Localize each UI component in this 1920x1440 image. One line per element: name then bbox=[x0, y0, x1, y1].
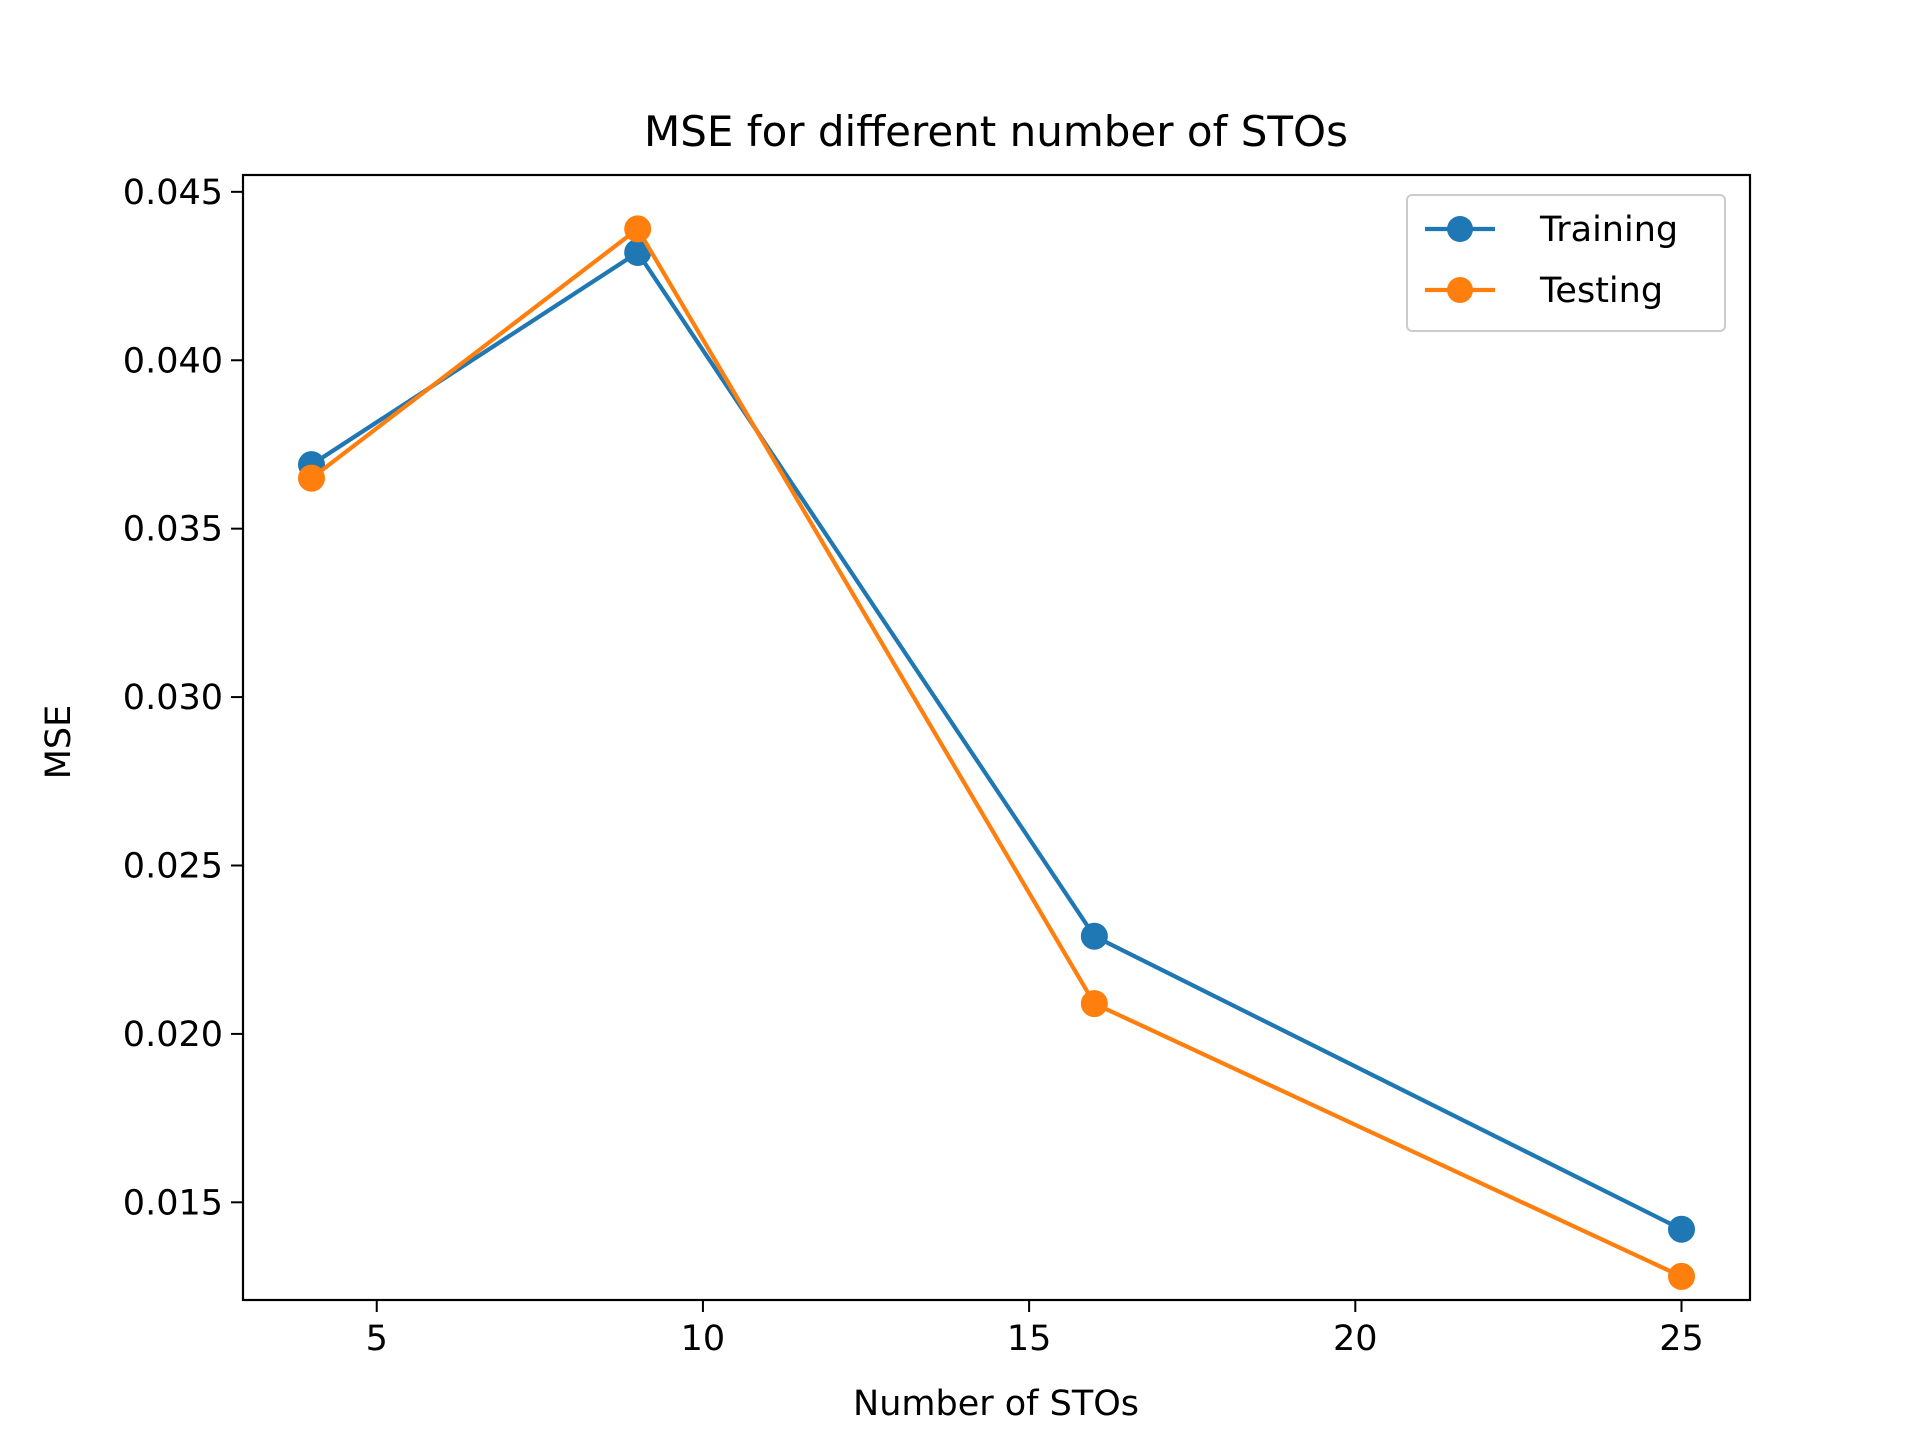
plot-area: 5 10 15 20 25 0.015 0.020 0.025 0.030 0.035 0.040 0… bbox=[123, 173, 1752, 1359]
chart-title: MSE for different number of STOs bbox=[644, 107, 1348, 156]
data-point-testing bbox=[624, 215, 652, 243]
y-tick-label: 0.025 bbox=[123, 846, 223, 886]
y-tick-label: 0.020 bbox=[123, 1015, 223, 1055]
axes-frame bbox=[241, 173, 1752, 1302]
legend-label: Testing bbox=[1539, 271, 1663, 311]
data-point-testing bbox=[1080, 990, 1108, 1018]
y-tick-label: 0.035 bbox=[123, 510, 223, 550]
y-tick-label: 0.045 bbox=[123, 173, 223, 213]
y-axis-title: MSE bbox=[39, 705, 79, 780]
x-tick-label: 10 bbox=[681, 1319, 726, 1359]
legend-item-testing: Testing bbox=[1425, 271, 1663, 311]
series-testing bbox=[298, 215, 1695, 1290]
x-tick-label: 25 bbox=[1659, 1319, 1704, 1359]
y-tick-label: 0.030 bbox=[123, 678, 223, 718]
data-point-training bbox=[1668, 1215, 1695, 1243]
data-point-training bbox=[1080, 922, 1108, 950]
y-tick-label: 0.015 bbox=[123, 1183, 223, 1223]
data-point-testing bbox=[298, 464, 325, 492]
legend: Training Testing bbox=[1406, 194, 1726, 332]
data-point-testing bbox=[1668, 1262, 1695, 1290]
x-tick-label: 5 bbox=[366, 1319, 388, 1359]
legend-label: Training bbox=[1539, 210, 1678, 250]
legend-marker bbox=[1447, 216, 1473, 242]
legend-item-training: Training bbox=[1425, 210, 1678, 250]
x-tick-label: 15 bbox=[1007, 1319, 1052, 1359]
series-line-training bbox=[308, 250, 1685, 1233]
series-line-testing bbox=[308, 226, 1685, 1280]
y-tick-label: 0.040 bbox=[123, 341, 223, 381]
x-tick-label: 20 bbox=[1333, 1319, 1378, 1359]
x-axis-title: Number of STOs bbox=[853, 1384, 1139, 1424]
legend-marker bbox=[1447, 277, 1473, 303]
